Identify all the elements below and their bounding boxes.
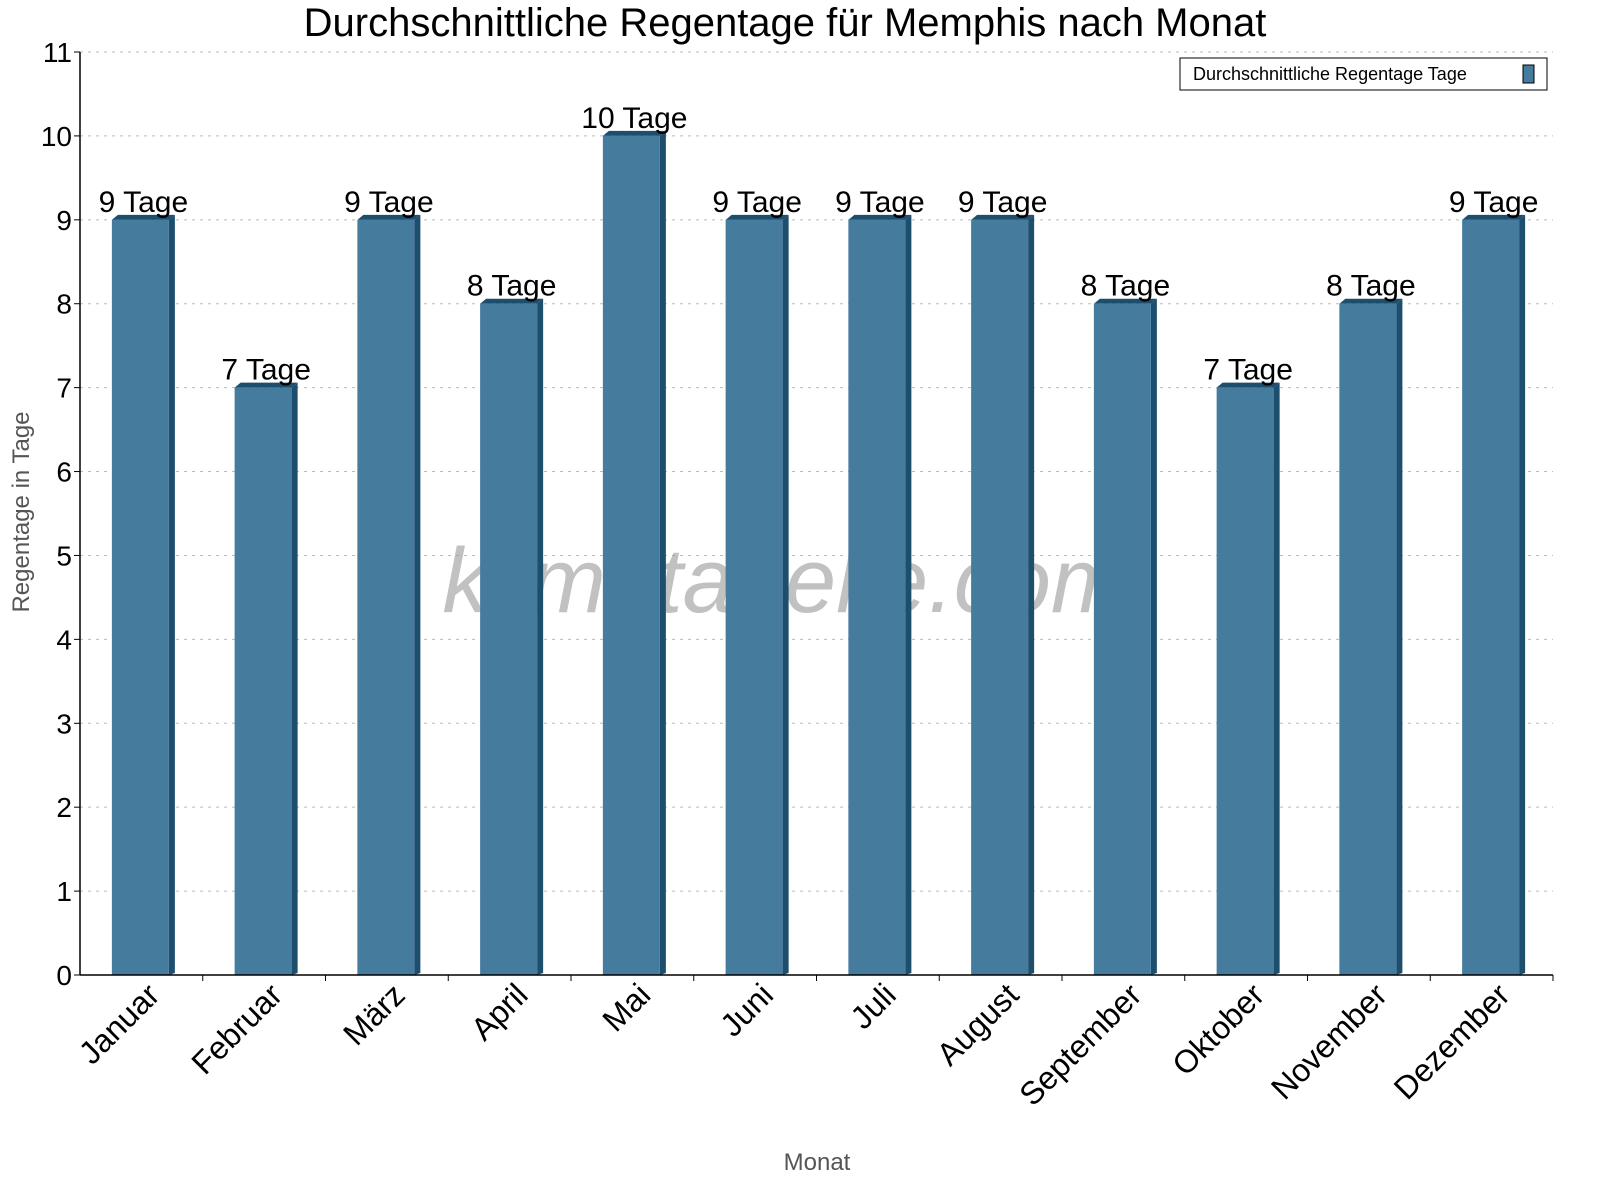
bar-top bbox=[602, 130, 666, 136]
bar bbox=[111, 219, 169, 975]
data-label: 8 Tage bbox=[1326, 270, 1416, 303]
x-tick-label: Juni bbox=[713, 976, 780, 1043]
bar bbox=[1216, 387, 1274, 975]
data-label: 9 Tage bbox=[835, 186, 925, 219]
data-label: 7 Tage bbox=[221, 354, 311, 387]
y-tick-label: 10 bbox=[41, 121, 72, 152]
data-label: 9 Tage bbox=[712, 186, 802, 219]
x-tick-label: September bbox=[1012, 976, 1148, 1112]
y-tick-label: 6 bbox=[56, 457, 72, 488]
x-tick-label: Dezember bbox=[1387, 976, 1517, 1106]
bar bbox=[602, 135, 660, 976]
bar-top bbox=[357, 214, 421, 220]
y-tick-label: 8 bbox=[56, 289, 72, 320]
bar bbox=[480, 303, 538, 975]
bar-side bbox=[1150, 298, 1157, 975]
data-label: 10 Tage bbox=[581, 102, 687, 135]
x-tick-label: Januar bbox=[72, 976, 167, 1071]
bar-side bbox=[168, 214, 175, 975]
bar-side bbox=[537, 298, 544, 975]
legend-label: Durchschnittliche Regentage Tage bbox=[1193, 64, 1467, 84]
data-label: 9 Tage bbox=[344, 186, 434, 219]
bar-side bbox=[905, 214, 912, 975]
data-label: 9 Tage bbox=[1449, 186, 1539, 219]
bar-top bbox=[111, 214, 175, 220]
data-label: 8 Tage bbox=[467, 270, 557, 303]
bar bbox=[725, 219, 783, 975]
x-tick-label: November bbox=[1264, 976, 1394, 1106]
y-tick-label: 2 bbox=[56, 792, 72, 823]
y-axis-label: Regentage in Tage bbox=[8, 411, 35, 612]
bar-side bbox=[1396, 298, 1403, 975]
x-tick-label: März bbox=[336, 976, 412, 1052]
x-tick-label: Mai bbox=[595, 976, 657, 1038]
legend: Durchschnittliche Regentage Tage bbox=[1179, 57, 1548, 91]
bar bbox=[1339, 303, 1397, 975]
bar-top bbox=[1462, 214, 1526, 220]
bar-top bbox=[725, 214, 789, 220]
bar-top bbox=[848, 214, 912, 220]
bar bbox=[971, 219, 1029, 975]
bar bbox=[357, 219, 415, 975]
bar-top bbox=[1216, 382, 1280, 388]
x-axis-label: Monat bbox=[784, 1149, 851, 1176]
data-label: 8 Tage bbox=[1081, 270, 1171, 303]
bar-side bbox=[659, 130, 666, 976]
x-tick-label: April bbox=[464, 976, 535, 1047]
y-tick-label: 11 bbox=[43, 37, 72, 68]
data-label: 9 Tage bbox=[958, 186, 1048, 219]
x-tick-label: Februar bbox=[184, 976, 289, 1081]
legend-swatch bbox=[1522, 64, 1535, 84]
bar-side bbox=[1273, 382, 1280, 975]
y-tick-label: 9 bbox=[56, 205, 72, 236]
y-tick-label: 7 bbox=[56, 373, 72, 404]
bar-side bbox=[414, 214, 421, 975]
data-label: 9 Tage bbox=[99, 186, 189, 219]
y-tick-label: 4 bbox=[56, 624, 72, 655]
y-tick-label: 3 bbox=[56, 708, 72, 739]
y-tick-label: 5 bbox=[56, 540, 72, 571]
bar-side bbox=[782, 214, 789, 975]
bar-side bbox=[1028, 214, 1035, 975]
chart-title: Durchschnittliche Regentage für Memphis … bbox=[304, 1, 1267, 45]
bar-top bbox=[971, 214, 1035, 220]
legend-box bbox=[1179, 57, 1548, 91]
bar-side bbox=[1519, 214, 1526, 975]
x-tick-label: August bbox=[930, 976, 1026, 1072]
x-tick-label: Oktober bbox=[1165, 976, 1271, 1082]
y-tick-label: 1 bbox=[56, 876, 72, 907]
data-label: 7 Tage bbox=[1203, 354, 1293, 387]
bar bbox=[848, 219, 906, 975]
bar bbox=[1462, 219, 1520, 975]
bar bbox=[1093, 303, 1151, 975]
bar bbox=[234, 387, 292, 975]
bar-top bbox=[1093, 298, 1157, 304]
x-tick-label: Juli bbox=[843, 976, 902, 1035]
bar-side bbox=[291, 382, 298, 975]
bar-top bbox=[480, 298, 544, 304]
y-tick-label: 0 bbox=[56, 960, 72, 991]
bar-top bbox=[1339, 298, 1403, 304]
bar-top bbox=[234, 382, 298, 388]
